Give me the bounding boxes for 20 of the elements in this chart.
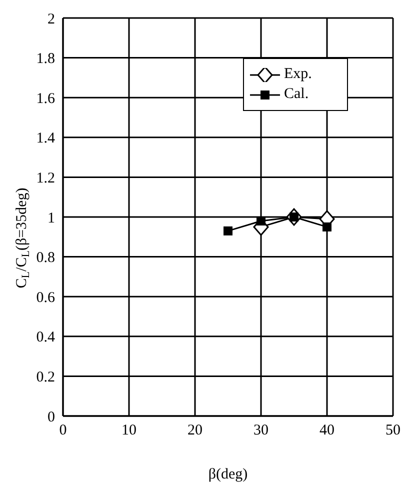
y-tick-label: 0.4	[36, 330, 56, 346]
x-tick-label: 30	[254, 422, 268, 439]
x-tick-label: 10	[122, 422, 136, 439]
y-tick-label: 1.2	[36, 170, 55, 187]
y-tick-label: 0.2	[36, 370, 55, 386]
legend-label: Cal.	[284, 86, 309, 103]
x-tick-label: 50	[386, 422, 400, 439]
x-tick-label: 40	[320, 422, 334, 439]
x-axis-title: β(deg)	[208, 466, 248, 483]
y-tick-label: 0.6	[36, 290, 56, 306]
x-tick-label: 20	[188, 422, 202, 439]
y-tick-label: 2	[48, 11, 55, 28]
y-tick-label: 1	[48, 210, 55, 226]
y-tick-label: 0	[48, 409, 55, 426]
y-tick-label: 0.8	[36, 250, 55, 266]
y-tick-label: 1.4	[36, 130, 56, 147]
legend-label: Exp.	[284, 66, 312, 83]
x-tick-label: 0	[59, 422, 67, 439]
y-tick-label: 1.6	[36, 90, 56, 107]
y-tick-label: 1.8	[36, 51, 55, 68]
